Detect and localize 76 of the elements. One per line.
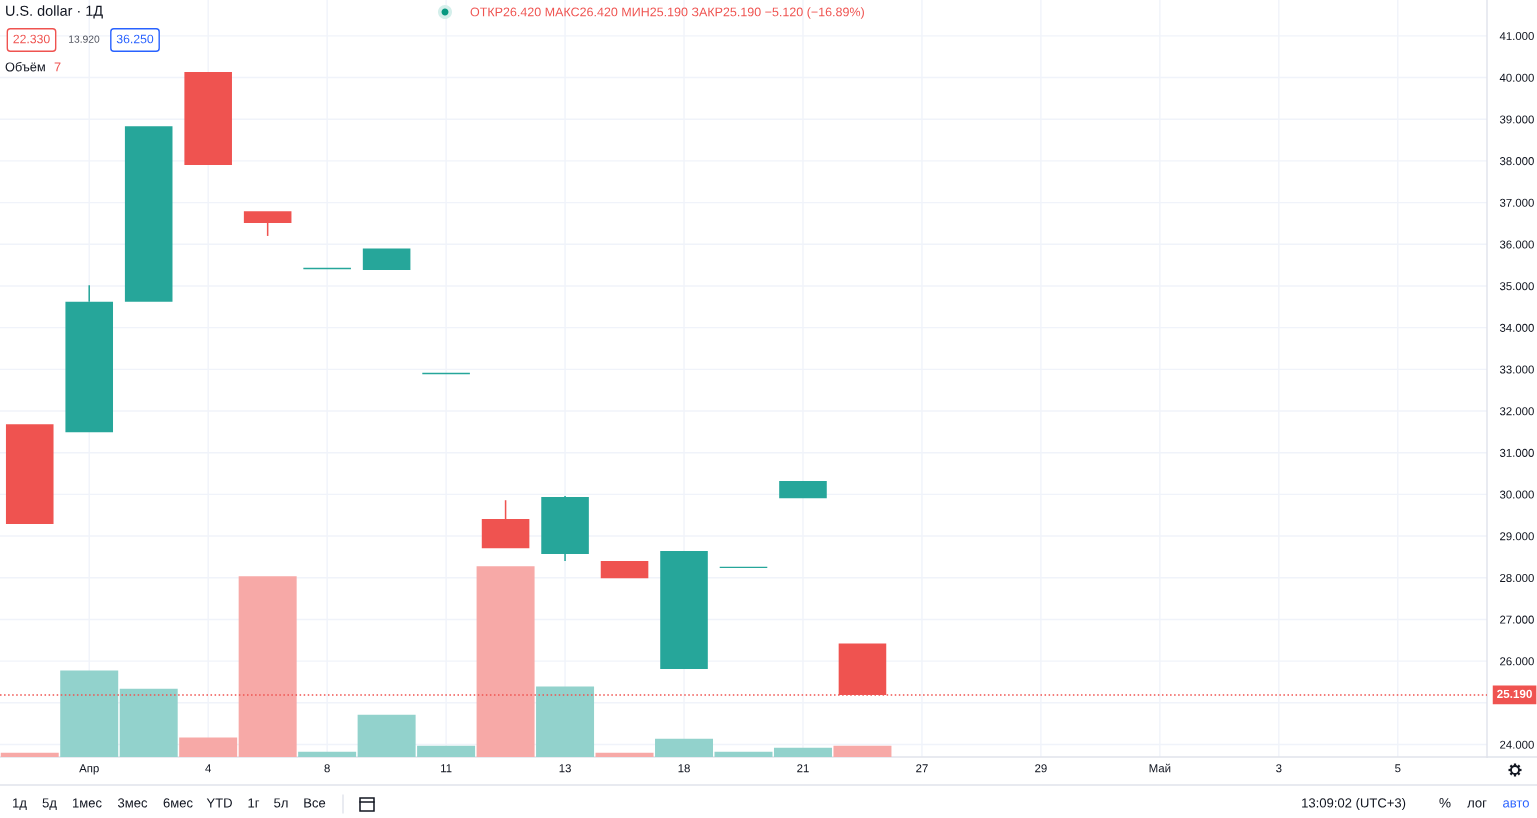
x-tick-label: 27: [916, 764, 928, 773]
annotation: ОТКР26.420 МАКС26.420 МИН25.190 ЗАКР25.190 −5.120 (−16.89%): [470, 7, 864, 19]
bar: [773, 747, 832, 757]
candlestick: [600, 561, 649, 579]
bar: [238, 576, 297, 757]
y-tick-label: 39.000: [1499, 115, 1534, 124]
annotation: 13.920: [69, 35, 100, 43]
bar: [536, 686, 595, 757]
bar: [119, 688, 178, 757]
text: 5д: [42, 798, 57, 810]
bar: [179, 737, 238, 757]
candlestick: [541, 496, 589, 562]
bar: [655, 738, 714, 757]
candlestick: [660, 551, 708, 670]
x-tick-label: 5: [1395, 764, 1401, 773]
text: %: [1439, 798, 1451, 808]
text: 13:09:02 (UTC+3): [1302, 797, 1406, 811]
candlestick: [124, 126, 173, 302]
text: авто: [1503, 800, 1529, 808]
x-tick-label: 21: [797, 764, 809, 773]
x-tick-label: Апр: [79, 764, 99, 775]
bar: [60, 670, 119, 757]
candlestick: [481, 499, 530, 549]
annotation: 36.250: [116, 34, 154, 44]
chart-title: U.S. dollar · 1Д: [6, 5, 103, 19]
x-tick-label: Май: [1149, 763, 1171, 773]
ref-line-label: 25.190: [1497, 689, 1532, 699]
candlestick: [421, 372, 471, 375]
y-tick-label: 34.000: [1499, 323, 1534, 332]
text: 3мес: [117, 798, 148, 808]
candlestick: [362, 248, 411, 271]
y-tick-label: 40.000: [1499, 73, 1534, 82]
candlestick: [779, 481, 827, 499]
bar: [298, 751, 357, 757]
text: 1д: [13, 798, 27, 810]
bar: [833, 745, 892, 757]
annotation: 22.330: [13, 34, 50, 44]
y-tick-label: 35.000: [1499, 282, 1534, 291]
annotation: 7: [54, 62, 61, 72]
y-tick-label: 33.000: [1499, 365, 1534, 374]
y-tick-label: 38.000: [1499, 157, 1534, 166]
x-tick-label: 4: [205, 764, 212, 773]
x-tick-label: 11: [441, 764, 452, 773]
candlestick: [302, 267, 352, 270]
text: 1г: [248, 798, 260, 808]
y-tick-label: 26.000: [1500, 657, 1534, 666]
x-tick-label: 3: [1276, 764, 1282, 773]
y-tick-label: 31.000: [1499, 448, 1534, 457]
x-tick-label: 8: [324, 764, 330, 773]
y-tick-label: 30.000: [1499, 490, 1534, 499]
candlestick: [719, 566, 768, 569]
bar: [714, 751, 773, 757]
y-tick-label: 37.000: [1499, 198, 1534, 207]
text: 6мес: [163, 798, 193, 808]
x-tick-label: 13: [559, 764, 571, 773]
bar: [0, 752, 59, 757]
y-tick-label: 24.000: [1500, 740, 1534, 749]
text: Все: [304, 798, 326, 808]
text: YTD: [206, 798, 232, 808]
y-tick-label: 32.000: [1499, 407, 1534, 416]
candlestick: [5, 424, 54, 524]
y-tick-label: 41.000: [1499, 32, 1534, 41]
text: 5л: [274, 798, 288, 808]
text: 1мес: [72, 798, 102, 808]
candlestick: [184, 72, 232, 166]
y-tick-label: 36.000: [1499, 240, 1534, 249]
x-tick-label: 29: [1035, 764, 1047, 773]
bar: [476, 566, 535, 757]
y-tick-label: 29.000: [1500, 532, 1534, 541]
bar: [595, 752, 654, 757]
y-tick-label: 27.000: [1500, 615, 1534, 624]
y-tick-label: 28.000: [1500, 573, 1534, 582]
chart-title: Объём: [5, 61, 45, 72]
x-tick-label: 18: [678, 764, 690, 773]
candlestick: [65, 284, 114, 433]
text: лог: [1467, 800, 1487, 808]
